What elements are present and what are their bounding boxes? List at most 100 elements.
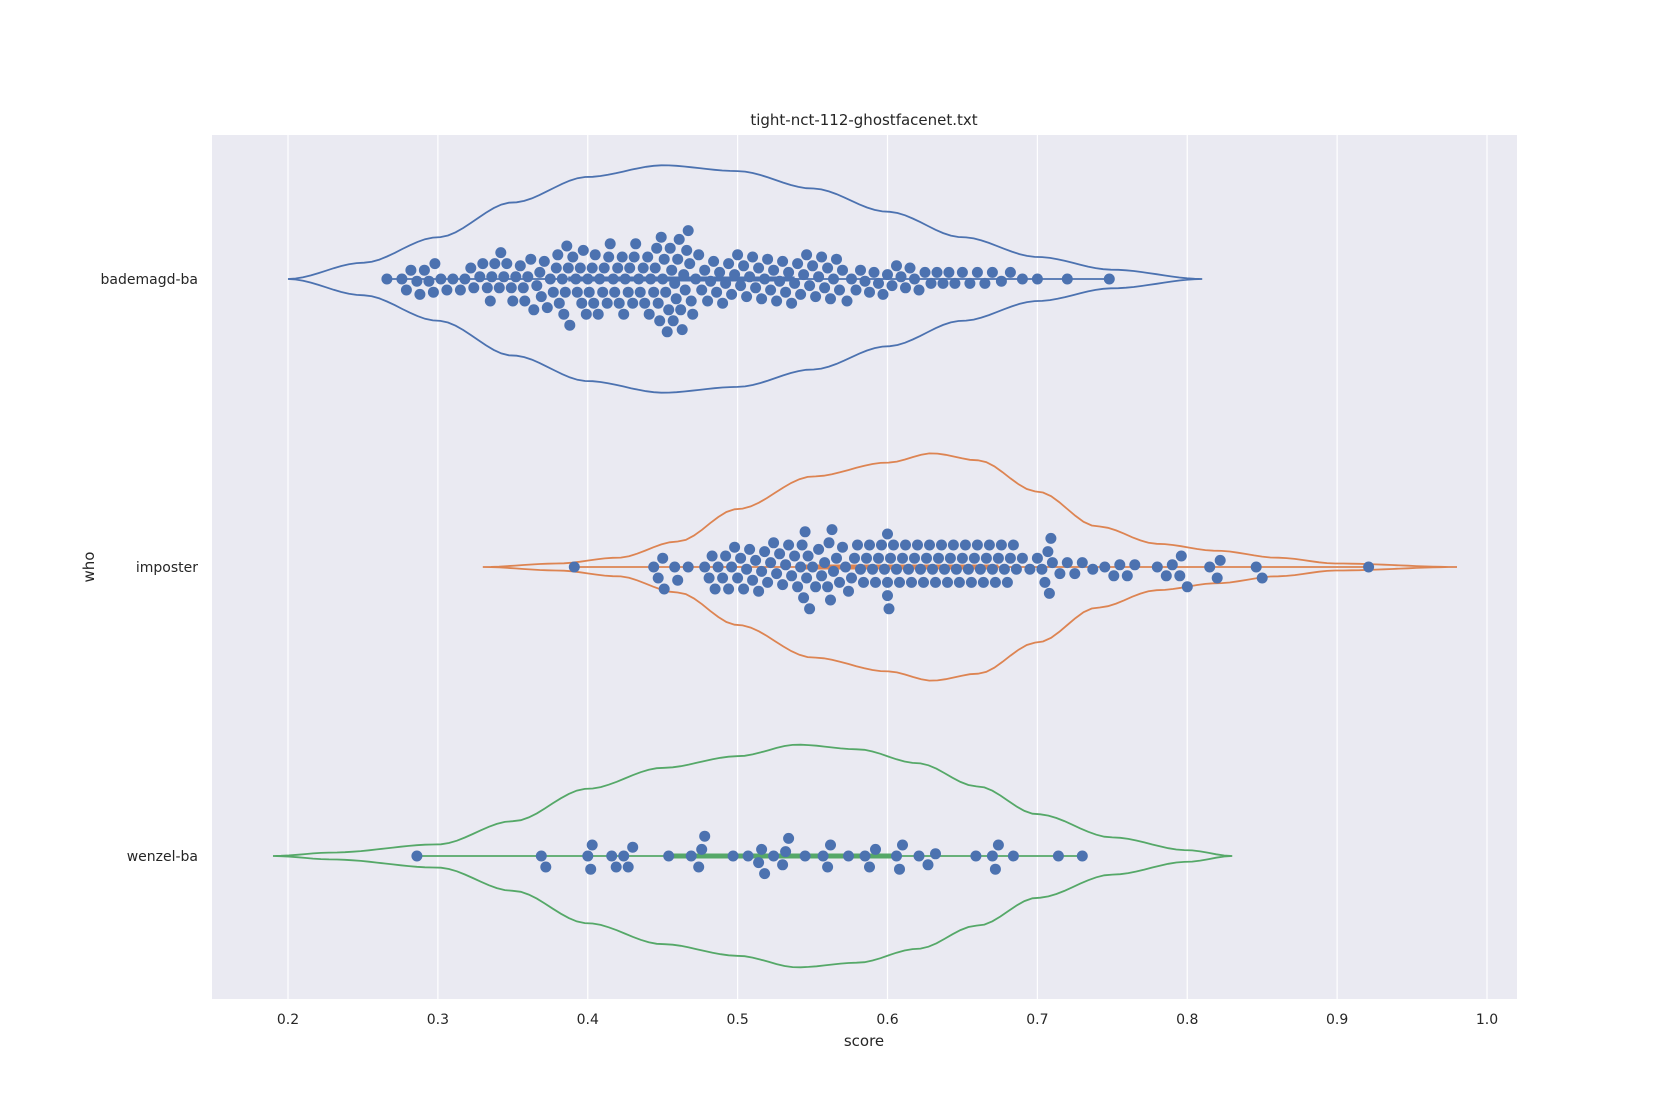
data-point [577, 244, 589, 256]
data-point [553, 297, 565, 309]
data-point [474, 271, 486, 283]
data-point [765, 284, 777, 296]
data-point [582, 273, 594, 285]
data-point [882, 576, 893, 588]
data-point [634, 286, 646, 298]
data-point [995, 539, 1007, 551]
data-point [813, 543, 825, 555]
data-point [895, 271, 907, 283]
data-point [906, 576, 917, 588]
data-point [561, 240, 573, 252]
data-point [735, 280, 747, 292]
data-point [477, 258, 489, 270]
data-point [381, 273, 393, 285]
data-point [879, 563, 890, 575]
data-point [501, 258, 513, 270]
data-point [956, 552, 968, 564]
data-point [1052, 850, 1064, 862]
data-point [921, 552, 932, 564]
data-point [771, 295, 783, 307]
y-category-label: bademagd-ba [101, 272, 198, 288]
data-point [441, 284, 453, 296]
data-point [843, 585, 854, 597]
data-point [720, 550, 732, 562]
data-point [643, 308, 655, 320]
data-point [798, 592, 810, 604]
swarm-points [381, 225, 1375, 880]
data-point [411, 850, 423, 862]
data-point [510, 271, 522, 283]
data-point [817, 850, 829, 862]
data-point [717, 297, 729, 309]
data-point [535, 850, 547, 862]
data-point [708, 255, 720, 267]
data-point [535, 291, 547, 303]
data-point [568, 561, 580, 573]
data-point [888, 539, 899, 551]
data-point [852, 539, 863, 551]
data-point [840, 561, 851, 573]
data-point [1108, 570, 1120, 582]
data-point [780, 559, 792, 571]
data-point [813, 271, 825, 283]
data-point [783, 539, 795, 551]
data-point [531, 280, 543, 292]
data-point [810, 291, 822, 303]
data-point [540, 861, 552, 873]
data-point [1121, 570, 1133, 582]
data-point [556, 273, 568, 285]
data-point [1039, 576, 1051, 588]
data-point [970, 850, 982, 862]
data-point [720, 277, 732, 289]
data-point [505, 282, 517, 294]
data-point [936, 539, 947, 551]
data-point [727, 850, 739, 862]
data-point [949, 277, 961, 289]
data-point [939, 563, 950, 575]
data-point [913, 284, 925, 296]
data-point [723, 258, 735, 270]
data-point [992, 552, 1004, 564]
data-point [807, 561, 819, 573]
data-point [604, 238, 616, 250]
data-point [622, 286, 634, 298]
data-point [423, 275, 435, 287]
data-point [792, 581, 804, 593]
data-point [706, 550, 718, 562]
data-point [756, 293, 768, 305]
data-point [633, 273, 645, 285]
x-tick-label: 0.3 [427, 1012, 449, 1028]
data-point [580, 308, 592, 320]
data-point [894, 576, 905, 588]
data-point [843, 850, 854, 862]
data-point [606, 850, 618, 862]
data-point [693, 861, 705, 873]
data-point [648, 561, 660, 573]
data-point [998, 563, 1010, 575]
data-point [789, 277, 801, 289]
data-point [891, 563, 902, 575]
data-point [831, 552, 842, 564]
data-point [669, 561, 681, 573]
data-point [1024, 563, 1036, 575]
data-point [796, 539, 808, 551]
data-point [429, 258, 441, 270]
data-point [738, 260, 750, 272]
data-point [726, 288, 738, 300]
data-point [968, 552, 980, 564]
data-point [1129, 559, 1141, 571]
data-point [894, 863, 905, 875]
data-point [1214, 554, 1226, 566]
data-point [558, 308, 570, 320]
data-point [964, 277, 976, 289]
data-point [618, 850, 630, 862]
data-point [528, 304, 540, 316]
data-point [744, 271, 756, 283]
data-point [837, 541, 848, 553]
data-point [825, 594, 836, 606]
data-point [418, 264, 430, 276]
data-point [804, 280, 816, 292]
data-point [870, 843, 881, 855]
data-point [405, 264, 417, 276]
